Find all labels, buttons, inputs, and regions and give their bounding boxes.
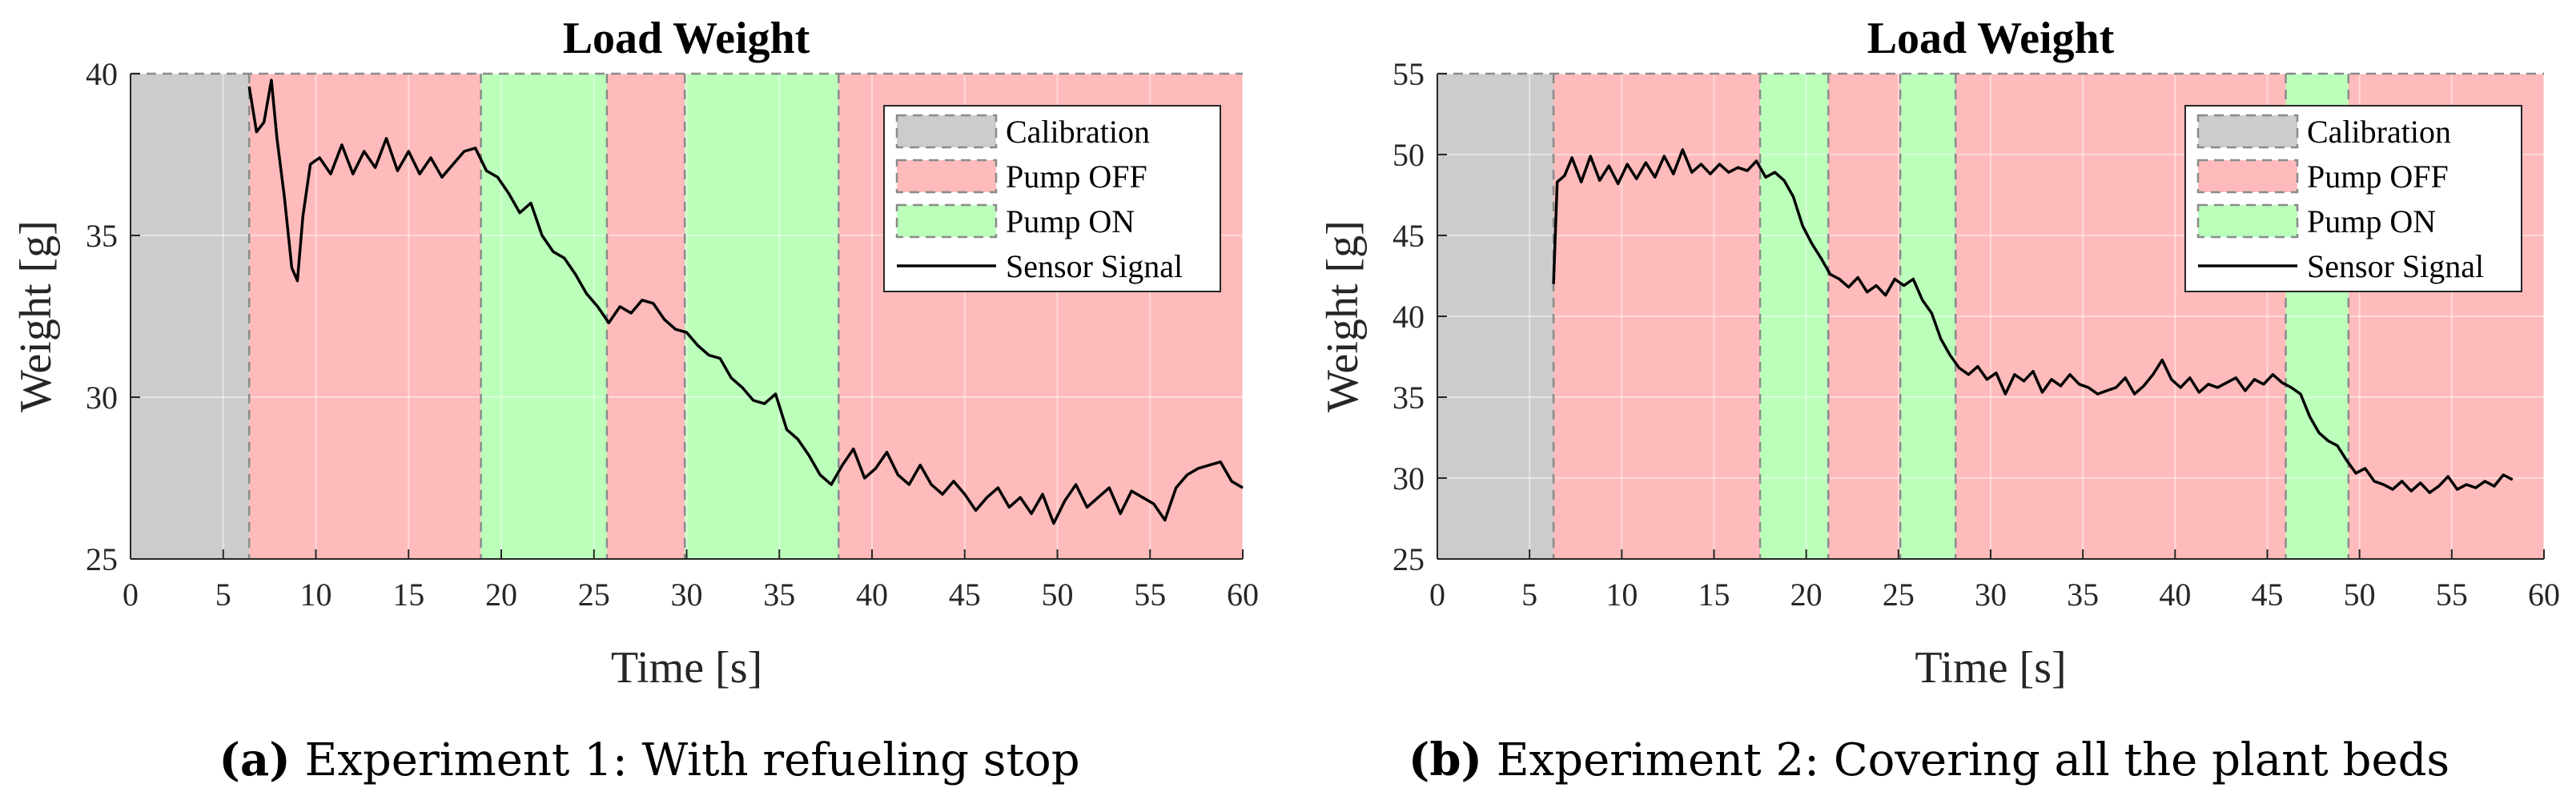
x-tick-label: 0: [1429, 577, 1445, 613]
x-tick-label: 50: [1042, 577, 1074, 613]
x-tick-label: 55: [1134, 577, 1166, 613]
legend-swatch-pump-on: [895, 203, 998, 239]
legend-label: Pump OFF: [1006, 159, 1147, 195]
legend-label: Sensor Signal: [2307, 248, 2484, 284]
legend: Calibration Pump OFF Pump ON Sensor Signal: [883, 105, 1221, 292]
caption-a: (a) Experiment 1: With refueling stop: [219, 734, 1079, 786]
y-tick-label: 35: [86, 218, 118, 254]
legend-label: Calibration: [1006, 114, 1150, 150]
y-tick-label: 45: [1392, 218, 1425, 254]
x-axis-label: Time [s]: [1915, 643, 2066, 693]
x-tick-label: 25: [578, 577, 610, 613]
y-tick-label: 35: [1392, 380, 1425, 416]
region-calibration: [131, 74, 250, 559]
region-pump-on: [1760, 74, 1829, 559]
y-tick-label: 30: [1392, 460, 1425, 496]
y-tick-label: 40: [1392, 299, 1425, 335]
x-axis-label: Time [s]: [611, 643, 762, 693]
x-tick-label: 5: [1521, 577, 1537, 613]
x-tick-label: 55: [2436, 577, 2468, 613]
legend-swatch-calibration: [2196, 114, 2299, 149]
x-tick-label: 50: [2344, 577, 2376, 613]
y-tick-label: 25: [1392, 541, 1425, 577]
legend-swatch-calibration: [895, 114, 998, 149]
y-tick-label: 40: [86, 56, 118, 92]
legend-label: Sensor Signal: [1006, 248, 1183, 284]
x-tick-label: 40: [856, 577, 888, 613]
x-tick-label: 40: [2159, 577, 2191, 613]
x-tick-label: 5: [215, 577, 231, 613]
region-calibration: [1437, 74, 1554, 559]
sensor-signal-line: [247, 78, 1244, 525]
region-pump-on: [480, 74, 607, 559]
x-tick-label: 45: [2252, 577, 2284, 613]
x-tick-label: 60: [2528, 577, 2560, 613]
x-tick-label: 35: [2067, 577, 2099, 613]
caption-a-letter: (a): [219, 734, 290, 786]
region-pump-off: [1828, 74, 1901, 559]
chart-experiment-1: 0 5 10 15 20 25 30 35 40 45 50 55 60 25 30 35 40 Load Wei…: [11, 14, 1259, 693]
y-tick-label: 25: [86, 541, 118, 577]
x-tick-label: 30: [671, 577, 703, 613]
y-axis-label: Weight [g]: [1318, 220, 1368, 412]
x-tick-label: 0: [123, 577, 139, 613]
x-tick-label: 60: [1227, 577, 1259, 613]
caption-b-letter: (b): [1409, 734, 1482, 786]
region-pump-off: [249, 74, 481, 559]
x-tick-label: 20: [1790, 577, 1822, 613]
y-axis-label: Weight [g]: [11, 220, 61, 412]
y-tick-label: 30: [86, 380, 118, 416]
x-tick-label: 20: [485, 577, 517, 613]
x-tick-label: 30: [1975, 577, 2007, 613]
x-tick-label: 15: [1698, 577, 1730, 613]
region-pump-off: [1553, 74, 1761, 559]
x-tick-label: 10: [1605, 577, 1638, 613]
chart-title: Load Weight: [563, 14, 810, 63]
region-pump-on: [685, 74, 839, 559]
x-tick-label: 15: [392, 577, 424, 613]
legend-swatch-pump-off: [895, 159, 998, 194]
x-tick-label: 35: [763, 577, 795, 613]
x-tick-label: 45: [949, 577, 981, 613]
caption-b: (b) Experiment 2: Covering all the plant…: [1409, 734, 2449, 786]
legend-label: Pump ON: [1006, 203, 1135, 239]
region-pump-off: [606, 74, 685, 559]
x-tick-label: 10: [300, 577, 332, 613]
legend: Calibration Pump OFF Pump ON Sensor Signal: [2184, 105, 2522, 292]
legend-label: Calibration: [2307, 114, 2451, 150]
sensor-signal-line: [1552, 148, 2514, 494]
region-pump-on: [1900, 74, 1956, 559]
x-tick-label: 25: [1883, 577, 1915, 613]
y-tick-label: 55: [1392, 56, 1425, 92]
chart-title: Load Weight: [1867, 14, 2115, 63]
legend-swatch-pump-off: [2196, 159, 2299, 194]
legend-label: Pump OFF: [2307, 159, 2449, 195]
caption-b-text: Experiment 2: Covering all the plant bed…: [1482, 734, 2449, 786]
legend-swatch-pump-on: [2196, 203, 2299, 239]
caption-a-text: Experiment 1: With refueling stop: [291, 734, 1080, 786]
chart-experiment-2: 0 5 10 15 20 25 30 35 40 45 50 55 60 25 30 35 40 45 50 55 Lo…: [1318, 14, 2560, 693]
y-tick-label: 50: [1392, 137, 1425, 173]
legend-label: Pump ON: [2307, 203, 2436, 239]
